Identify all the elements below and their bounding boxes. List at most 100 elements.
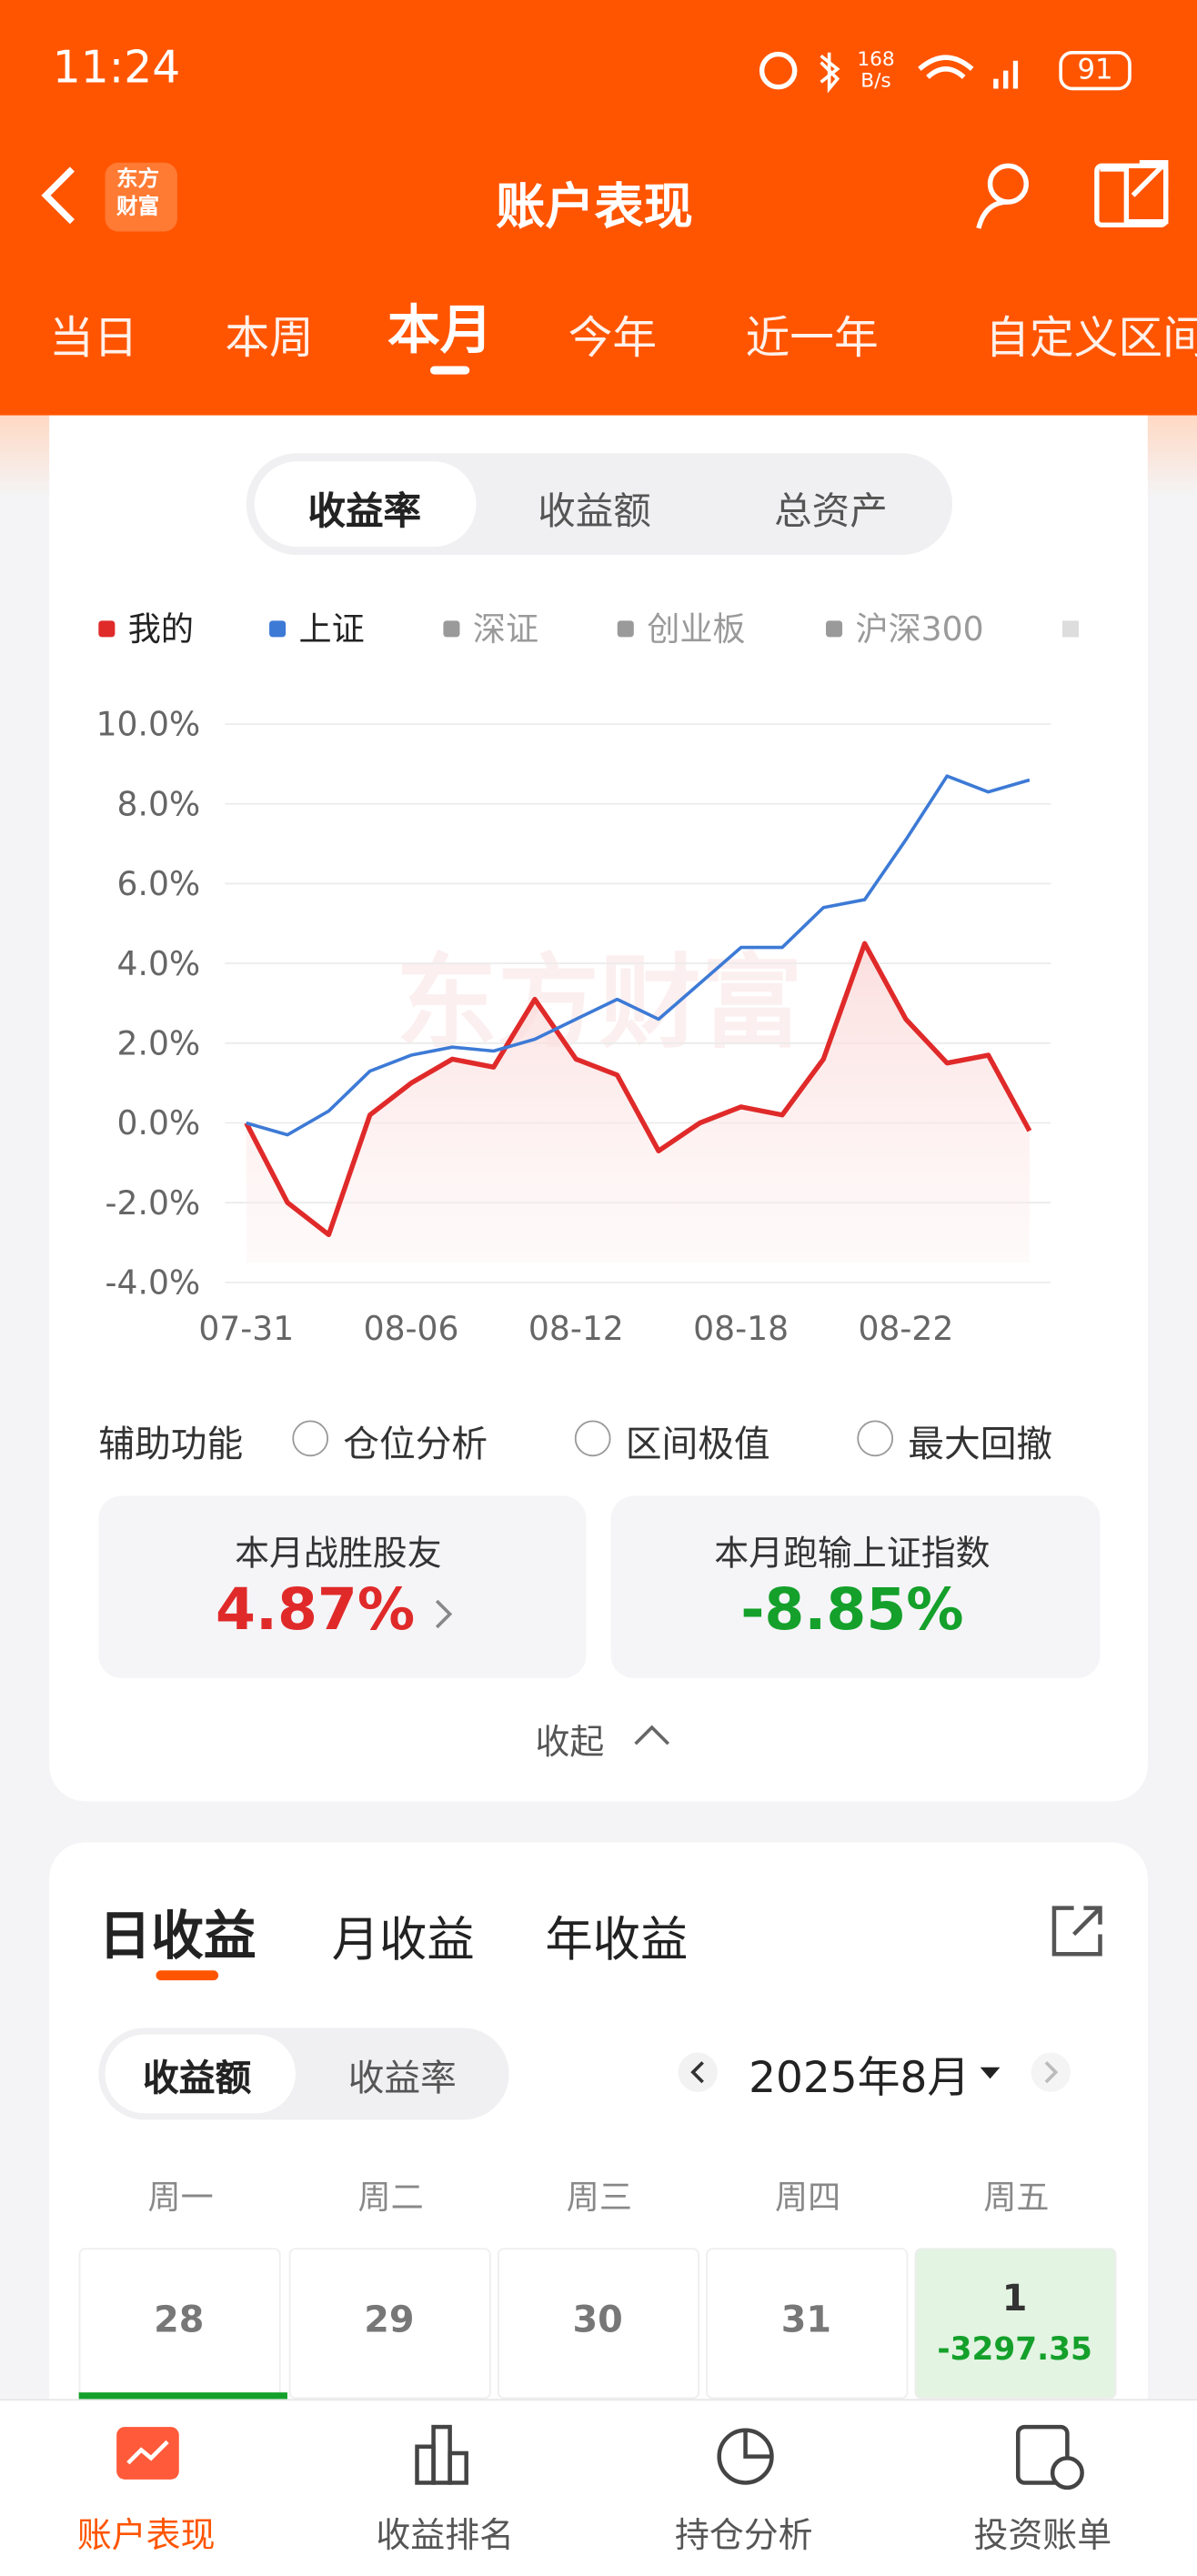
chevron [435, 1599, 453, 1629]
bottom-nav [0, 2399, 1197, 2576]
collapse-icon [634, 1725, 669, 1746]
weekday: 周四 [775, 2177, 841, 2218]
calendar-day: 29 [364, 2300, 415, 2342]
month[interactable]: 2025年8月 [749, 2054, 971, 2104]
y-tick-label: 0.0% [117, 1103, 201, 1142]
earnings-tab[interactable]: 日收益 [98, 1905, 256, 1967]
legend-label: 深证 [473, 609, 538, 649]
legend-swatch [826, 620, 843, 638]
calendar-cell[interactable] [914, 2248, 1117, 2400]
line [244, 941, 1032, 1238]
stat-label: 本月战胜股友 [235, 1534, 442, 1574]
x-tick-label: 08-06 [364, 1309, 459, 1348]
calendar-day: 28 [154, 2300, 205, 2342]
legend-label: 我的 [128, 609, 194, 649]
calendar-cell[interactable] [706, 2248, 909, 2400]
net-speed: 168 B/s [857, 47, 895, 93]
calendar-cell[interactable] [288, 2248, 491, 2400]
period-tab[interactable]: 近一年 [745, 313, 879, 365]
header-icons[interactable] [969, 156, 1174, 237]
watermark: 东方财富 [396, 944, 803, 1062]
nav-label[interactable]: 收益排名 [376, 2515, 515, 2555]
calendar-value: -3297.35 [937, 2331, 1092, 2369]
period-tab[interactable]: 本月 [387, 298, 493, 362]
x-tick-label: 08-12 [528, 1309, 624, 1348]
weekday: 周一 [147, 2177, 214, 2218]
today-bar [78, 2392, 287, 2400]
legend-label: 沪深300 [856, 609, 984, 649]
period-tab[interactable]: 当日 [49, 313, 138, 365]
aux-option[interactable]: 区间极值 [625, 1424, 770, 1467]
area [246, 943, 1030, 1263]
aux-option[interactable]: 最大回撤 [908, 1424, 1053, 1467]
stat-box[interactable] [98, 1495, 587, 1678]
calendar-day: 30 [572, 2300, 623, 2342]
earnings-tab[interactable]: 年收益 [545, 1911, 689, 1967]
calendar-cell[interactable] [497, 2248, 700, 2400]
stat-value: -8.85% [740, 1577, 964, 1645]
radio[interactable] [857, 1420, 894, 1457]
tab-underline [156, 1970, 219, 1981]
y-tick-label: 2.0% [117, 1023, 201, 1062]
legend-swatch [617, 620, 634, 638]
period-tab[interactable]: 今年 [568, 313, 658, 365]
speed-unit: B/s [860, 68, 891, 93]
legend-label: 创业板 [647, 609, 745, 649]
speed: 168 [857, 47, 895, 71]
stat-box [610, 1495, 1101, 1678]
header-bg [0, 0, 1197, 416]
toggle-option[interactable]: 收益率 [347, 2058, 457, 2100]
collapse[interactable]: 收起 [535, 1722, 605, 1762]
legend-swatch [98, 620, 116, 638]
nav-icons [116, 2424, 1084, 2490]
y-tick-label: 8.0% [117, 784, 201, 823]
nav-label[interactable]: 持仓分析 [674, 2515, 813, 2555]
month-arrows[interactable] [677, 2051, 1071, 2098]
y-tick-label: -2.0% [106, 1183, 201, 1223]
weekday: 周三 [566, 2177, 633, 2218]
back-icon[interactable] [33, 156, 197, 237]
line [246, 774, 1031, 1137]
chart: 东方财富 我的 上证 深证 创业板 沪深300 -4.0% -2.0% 0.0% 2.0% 4.0%… [96, 609, 1080, 1348]
aux-label: 辅助功能 [98, 1424, 244, 1467]
metric-tab[interactable]: 收益额 [538, 490, 651, 534]
metric-tab[interactable]: 收益率 [307, 490, 422, 534]
toggle-selected [105, 2034, 296, 2114]
nav-label[interactable]: 账户表现 [76, 2515, 216, 2555]
logo: 东方财富 [116, 167, 160, 220]
aux-option[interactable]: 仓位分析 [343, 1424, 488, 1467]
calendar-day: 1 [1001, 2279, 1028, 2320]
radio[interactable] [292, 1420, 329, 1457]
radio[interactable] [574, 1420, 611, 1457]
clock: 11:24 [52, 42, 181, 94]
battery: 91 [1059, 50, 1132, 91]
metric-selected [254, 461, 477, 548]
period-tab[interactable]: 本周 [225, 313, 314, 365]
weekday: 周五 [983, 2177, 1050, 2218]
nav-label[interactable]: 投资账单 [973, 2515, 1112, 2555]
calendar-cell[interactable] [78, 2248, 281, 2400]
calendar-day: 31 [780, 2300, 832, 2342]
y-tick-label: -4.0% [106, 1263, 201, 1303]
share-icon[interactable] [1048, 1901, 1107, 1960]
weekday: 周二 [357, 2177, 424, 2218]
period-tab[interactable]: 自定义区间 [985, 313, 1197, 365]
x-tick-label: 08-18 [693, 1309, 789, 1348]
metric-tab[interactable]: 总资产 [774, 490, 888, 534]
stat-value: 4.87% [215, 1577, 416, 1645]
legend-swatch [443, 620, 460, 638]
legend-label: 上证 [299, 609, 365, 649]
x-tick-label: 08-22 [858, 1309, 953, 1348]
x-tick-label: 07-31 [198, 1309, 294, 1348]
earnings-tab[interactable]: 月收益 [331, 1911, 475, 1967]
period-underline [429, 366, 470, 375]
page-title: 账户表现 [496, 178, 693, 236]
toggle-option[interactable]: 收益额 [143, 2058, 252, 2100]
y-tick-label: 6.0% [117, 864, 201, 903]
legend-swatch [269, 620, 287, 638]
legend-more [1061, 620, 1080, 638]
y-tick-label: 10.0% [96, 705, 201, 744]
y-tick-label: 4.0% [117, 944, 201, 983]
